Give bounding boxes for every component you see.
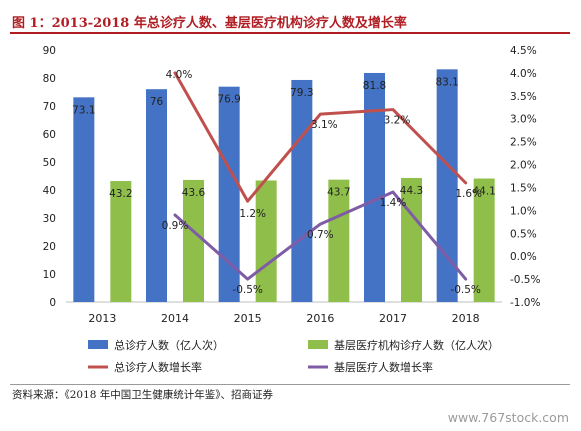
y-left-tick-label: 0 [49,297,56,309]
primary-care-growth-line [173,190,468,281]
primary-care-bar-label: 44.1 [472,186,495,198]
y-left-tick-label: 50 [43,157,56,169]
total-growth-line [173,71,468,203]
y-left-tick-label: 30 [43,213,56,225]
total-visits-bar-label: 81.8 [363,80,386,92]
y-right-tick-label: 1.5% [510,182,537,194]
y-right-tick-label: 1.0% [510,205,537,217]
primary-care-bar-label: 43.7 [327,187,350,199]
y-right-tick-label: 4.5% [510,45,537,57]
total-growth-label: 1.2% [239,208,266,220]
legend-total-visits-label: 总诊疗人数（亿人次） [114,338,224,352]
primary-care-growth-label: 0.9% [162,220,189,232]
total-growth-label: 4.0% [166,69,193,81]
total-visits-bar [146,89,167,302]
primary-care-bar [183,179,204,302]
primary-care-growth-label: -0.5% [450,284,480,296]
total-visits-bar-label: 76 [150,96,164,108]
title-bar: 图 1：2013-2018 年总诊疗人数、基层医疗机构诊疗人数及增长率 [10,12,570,34]
total-visits-bar [291,79,313,303]
legend-primary-care-label: 基层医疗机构诊疗人数（亿人次） [334,338,499,352]
primary-care-bar [328,179,350,302]
y-right-tick-label: 3.0% [510,114,537,126]
total-growth-label: 1.6% [455,188,482,200]
primary-care-growth-label: -0.5% [232,284,262,296]
total-growth-label: 3.1% [311,119,338,131]
primary-care-growth-label: 0.7% [307,229,334,241]
total-growth-label: 3.2% [384,115,411,127]
y-right-tick-label: -0.5% [510,274,540,286]
y-right-tick-label: 2.0% [510,160,537,172]
y-right-tick-label: 3.5% [510,91,537,103]
source-divider [10,384,570,385]
source-note: 资料来源：《2018 年中国卫生健康统计年鉴》、招商证券 [12,389,274,401]
primary-care-bar [473,178,495,302]
x-tick-label: 2013 [88,312,116,325]
total-visits-bar [73,97,95,302]
y-left-tick-label: 40 [43,185,56,197]
y-left-tick-label: 70 [43,101,56,113]
x-tick-label: 2014 [161,312,189,325]
legend-primary-care-swatch [308,340,328,349]
x-tick-label: 2015 [234,312,262,325]
watermark: www.767stock.com [447,410,569,425]
y-right-tick-label: 2.5% [510,137,537,149]
y-left-tick-label: 10 [43,269,56,281]
y-left-tick-label: 90 [43,45,56,57]
x-tick-label: 2018 [452,312,480,325]
y-left-tick-label: 80 [43,73,56,85]
total-visits-bar-label: 73.1 [72,104,95,116]
y-right-tick-label: 4.0% [510,68,537,80]
primary-care-growth-label: 1.4% [380,197,407,209]
y-left-tick-label: 60 [43,129,56,141]
y-right-tick-label: 0.0% [510,251,537,263]
primary-care-bar-label: 43.2 [109,188,132,200]
x-tick-label: 2016 [306,312,334,325]
chart-title: 图 1：2013-2018 年总诊疗人数、基层医疗机构诊疗人数及增长率 [12,16,407,31]
y-right-tick-label: -1.0% [510,297,540,309]
primary-care-bar [110,181,132,302]
total-visits-bar [364,72,385,303]
primary-care-bar [255,180,277,302]
y-right-tick-label: 0.5% [510,228,537,240]
legend-total-growth-label: 总诊疗人数增长率 [114,360,202,374]
total-visits-bar-label: 76.9 [217,94,240,106]
y-left-tick-label: 20 [43,241,56,253]
x-tick-label: 2017 [379,312,407,325]
legend-total-visits-swatch [88,340,108,349]
total-visits-bar-label: 83.1 [435,76,458,88]
legend-primary-care-growth-label: 基层医疗人数增长率 [334,360,433,374]
total-visits-bar-label: 79.3 [290,87,313,99]
total-visits-bar [218,86,240,303]
total-visits-bar [436,69,458,302]
primary-care-bar-label: 43.6 [182,187,206,199]
primary-care-bar-label: 44.3 [400,185,423,197]
